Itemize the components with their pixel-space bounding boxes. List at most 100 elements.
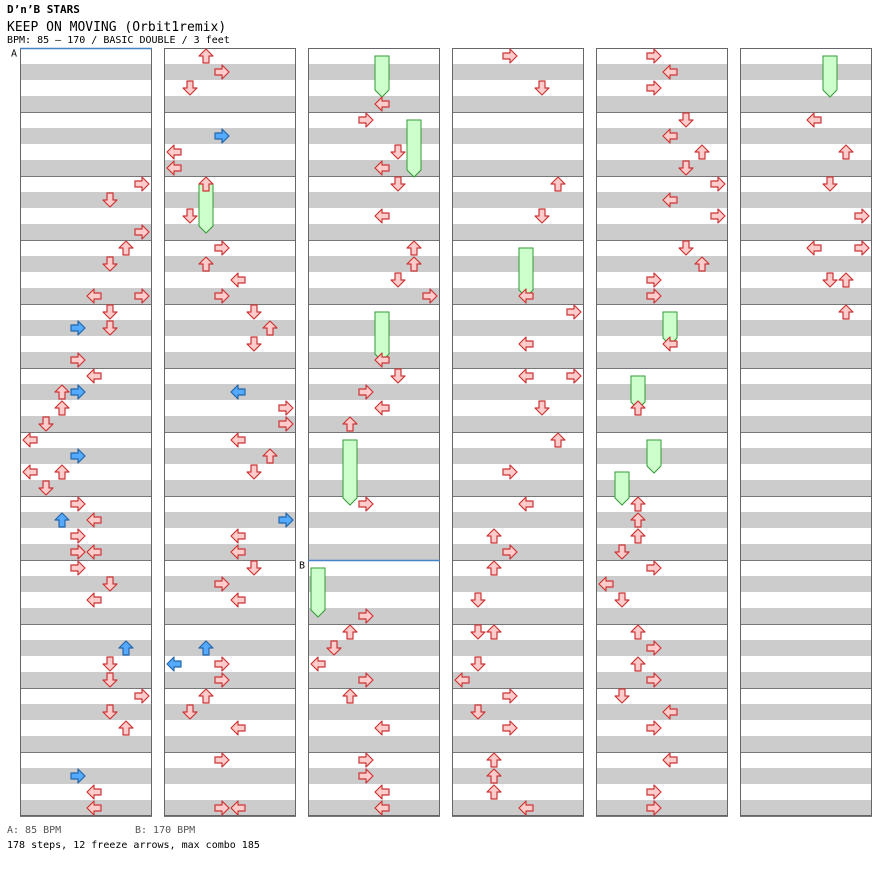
left-arrow xyxy=(166,160,182,176)
up-arrow xyxy=(198,688,214,704)
right-arrow xyxy=(854,240,870,256)
left-arrow xyxy=(662,128,678,144)
freeze-arrow xyxy=(310,567,326,618)
left-arrow xyxy=(806,112,822,128)
down-arrow xyxy=(614,544,630,560)
up-arrow xyxy=(630,656,646,672)
up-arrow xyxy=(342,416,358,432)
beat-stripe xyxy=(596,224,728,240)
beat-stripe xyxy=(452,384,584,400)
down-arrow xyxy=(822,176,838,192)
right-arrow xyxy=(854,208,870,224)
right-arrow xyxy=(566,304,582,320)
freeze-arrow xyxy=(406,119,422,178)
down-arrow xyxy=(390,144,406,160)
left-arrow xyxy=(374,800,390,816)
right-arrow xyxy=(358,752,374,768)
left-arrow xyxy=(230,384,246,400)
beat-stripe xyxy=(596,160,728,176)
beat-stripe xyxy=(596,64,728,80)
down-arrow xyxy=(534,400,550,416)
up-arrow xyxy=(694,144,710,160)
beat-stripe xyxy=(596,256,728,272)
right-arrow xyxy=(646,784,662,800)
beat-stripe xyxy=(452,576,584,592)
left-arrow xyxy=(22,432,38,448)
chart-column xyxy=(596,48,728,817)
beat-stripe xyxy=(740,608,872,624)
beat-stripe xyxy=(452,512,584,528)
beat-stripe xyxy=(164,288,296,304)
right-arrow xyxy=(134,688,150,704)
beat-stripe xyxy=(164,608,296,624)
down-arrow xyxy=(38,416,54,432)
left-arrow xyxy=(454,672,470,688)
beat-stripe xyxy=(308,384,440,400)
up-arrow xyxy=(406,256,422,272)
beat-stripe xyxy=(308,416,440,432)
left-arrow xyxy=(662,704,678,720)
left-arrow xyxy=(230,592,246,608)
beat-stripe xyxy=(164,160,296,176)
up-arrow xyxy=(118,240,134,256)
song-title: KEEP ON MOVING (Orbit1remix) xyxy=(7,20,227,35)
down-arrow xyxy=(102,304,118,320)
beat-stripe xyxy=(452,192,584,208)
left-arrow xyxy=(230,800,246,816)
left-arrow xyxy=(230,720,246,736)
beat-stripe xyxy=(308,640,440,656)
left-arrow xyxy=(662,336,678,352)
left-arrow xyxy=(230,544,246,560)
left-arrow xyxy=(374,352,390,368)
beat-stripe xyxy=(20,320,152,336)
beat-stripe xyxy=(20,256,152,272)
right-arrow xyxy=(646,720,662,736)
beat-stripe xyxy=(20,192,152,208)
beat-stripe xyxy=(20,768,152,784)
beat-stripe xyxy=(452,640,584,656)
beat-stripe xyxy=(164,672,296,688)
beat-stripe xyxy=(452,64,584,80)
beat-stripe xyxy=(20,288,152,304)
beat-stripe xyxy=(452,704,584,720)
beat-stripe xyxy=(164,704,296,720)
right-arrow xyxy=(70,560,86,576)
beat-stripe xyxy=(740,736,872,752)
up-arrow xyxy=(630,624,646,640)
beat-stripe xyxy=(308,224,440,240)
beat-stripe xyxy=(20,128,152,144)
left-arrow xyxy=(806,240,822,256)
beat-stripe xyxy=(740,384,872,400)
right-arrow xyxy=(214,800,230,816)
beat-stripe xyxy=(164,736,296,752)
down-arrow xyxy=(246,560,262,576)
left-arrow xyxy=(598,576,614,592)
beat-stripe xyxy=(308,512,440,528)
beat-stripe xyxy=(452,256,584,272)
column-border xyxy=(740,48,872,816)
beat-stripe xyxy=(452,416,584,432)
beat-stripe xyxy=(308,704,440,720)
beat-stripe xyxy=(740,544,872,560)
up-arrow xyxy=(486,784,502,800)
right-arrow xyxy=(502,544,518,560)
right-arrow xyxy=(646,640,662,656)
up-arrow xyxy=(54,384,70,400)
up-arrow xyxy=(694,256,710,272)
freeze-arrow xyxy=(646,439,662,474)
right-arrow xyxy=(70,496,86,512)
beat-stripe xyxy=(596,416,728,432)
beat-stripe xyxy=(596,96,728,112)
right-arrow xyxy=(646,288,662,304)
right-arrow xyxy=(134,224,150,240)
beat-stripe xyxy=(452,672,584,688)
right-arrow xyxy=(70,448,86,464)
beat-stripe xyxy=(596,352,728,368)
beat-stripe xyxy=(308,256,440,272)
beat-stripe xyxy=(452,288,584,304)
beat-stripe xyxy=(164,480,296,496)
beat-stripe xyxy=(740,480,872,496)
up-arrow xyxy=(630,496,646,512)
chart-column xyxy=(452,48,584,817)
site-name: D’n’B STARS xyxy=(7,3,80,16)
